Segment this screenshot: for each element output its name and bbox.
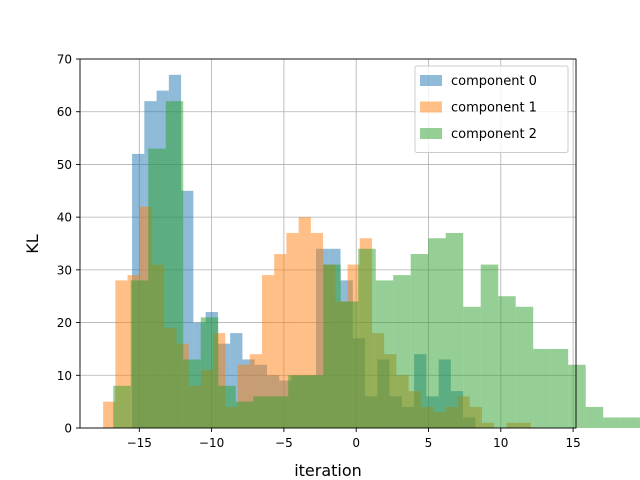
histogram-bar (103, 401, 116, 428)
histogram-bar (638, 417, 640, 428)
legend-label: component 0 (451, 74, 537, 89)
histogram-bar (533, 348, 551, 428)
x-axis-label: iteration (294, 461, 362, 480)
histogram-bar (515, 306, 534, 428)
histogram-bar (568, 364, 586, 428)
x-tick-label: 0 (352, 436, 360, 450)
histogram-bar (274, 254, 287, 428)
y-tick-label: 0 (64, 422, 72, 436)
y-tick-label: 20 (57, 316, 72, 330)
histogram-bars (103, 74, 640, 429)
histogram-bar (270, 396, 289, 428)
x-tick-label: 5 (425, 436, 433, 450)
histogram-bar (218, 385, 236, 428)
histogram-bar (148, 148, 166, 428)
histogram-bar (410, 254, 429, 428)
histogram-bar (585, 406, 604, 428)
y-axis-label: KL (23, 234, 42, 253)
y-tick-label: 60 (57, 105, 72, 119)
legend-label: component 2 (451, 127, 537, 142)
legend-swatch (420, 75, 442, 86)
histogram-bar (463, 306, 481, 428)
histogram-bar (358, 248, 376, 428)
histogram-bar (253, 396, 271, 428)
histogram-bar (603, 417, 621, 428)
x-tick-label: −10 (199, 436, 224, 450)
series-2-bars (113, 101, 640, 429)
histogram-bar (183, 359, 201, 428)
y-tick-label: 10 (57, 369, 72, 383)
plot-frame (79, 58, 577, 429)
histogram-bar (445, 232, 464, 428)
x-tick-label: −15 (127, 436, 152, 450)
y-tick-label: 50 (57, 158, 72, 172)
y-tick-label: 40 (57, 211, 72, 225)
histogram-bar (113, 385, 131, 428)
histogram-bar (305, 375, 324, 428)
histogram-bar (498, 296, 516, 428)
legend-box (414, 65, 569, 153)
histogram-bar (200, 317, 219, 428)
histogram-bar (340, 301, 359, 428)
histogram-bar (261, 275, 275, 428)
legend-swatch (420, 128, 442, 139)
histogram-bar (620, 417, 639, 428)
legend: component 0 component 1 component 2 (414, 65, 569, 153)
axis-ticks: −15 −10 −5 0 5 10 15 0 10 20 30 40 50 60 70 (57, 53, 581, 451)
histogram-bar (165, 101, 184, 429)
histogram-bar (130, 280, 149, 428)
histogram-bar (393, 275, 411, 428)
histogram-bar (375, 280, 394, 428)
y-tick-label: 70 (57, 53, 72, 67)
y-tick-label: 30 (57, 263, 72, 277)
histogram-bar (480, 264, 499, 428)
legend-label: component 1 (451, 101, 537, 116)
x-tick-label: 10 (493, 436, 508, 450)
legend-swatch (420, 101, 442, 113)
histogram-bar (288, 375, 306, 428)
histogram-bar (550, 348, 569, 428)
histogram-bar (323, 264, 341, 428)
histogram-bar (235, 401, 254, 428)
x-tick-label: 15 (565, 436, 580, 450)
histogram-bar (428, 238, 446, 428)
x-tick-label: −5 (275, 436, 293, 450)
